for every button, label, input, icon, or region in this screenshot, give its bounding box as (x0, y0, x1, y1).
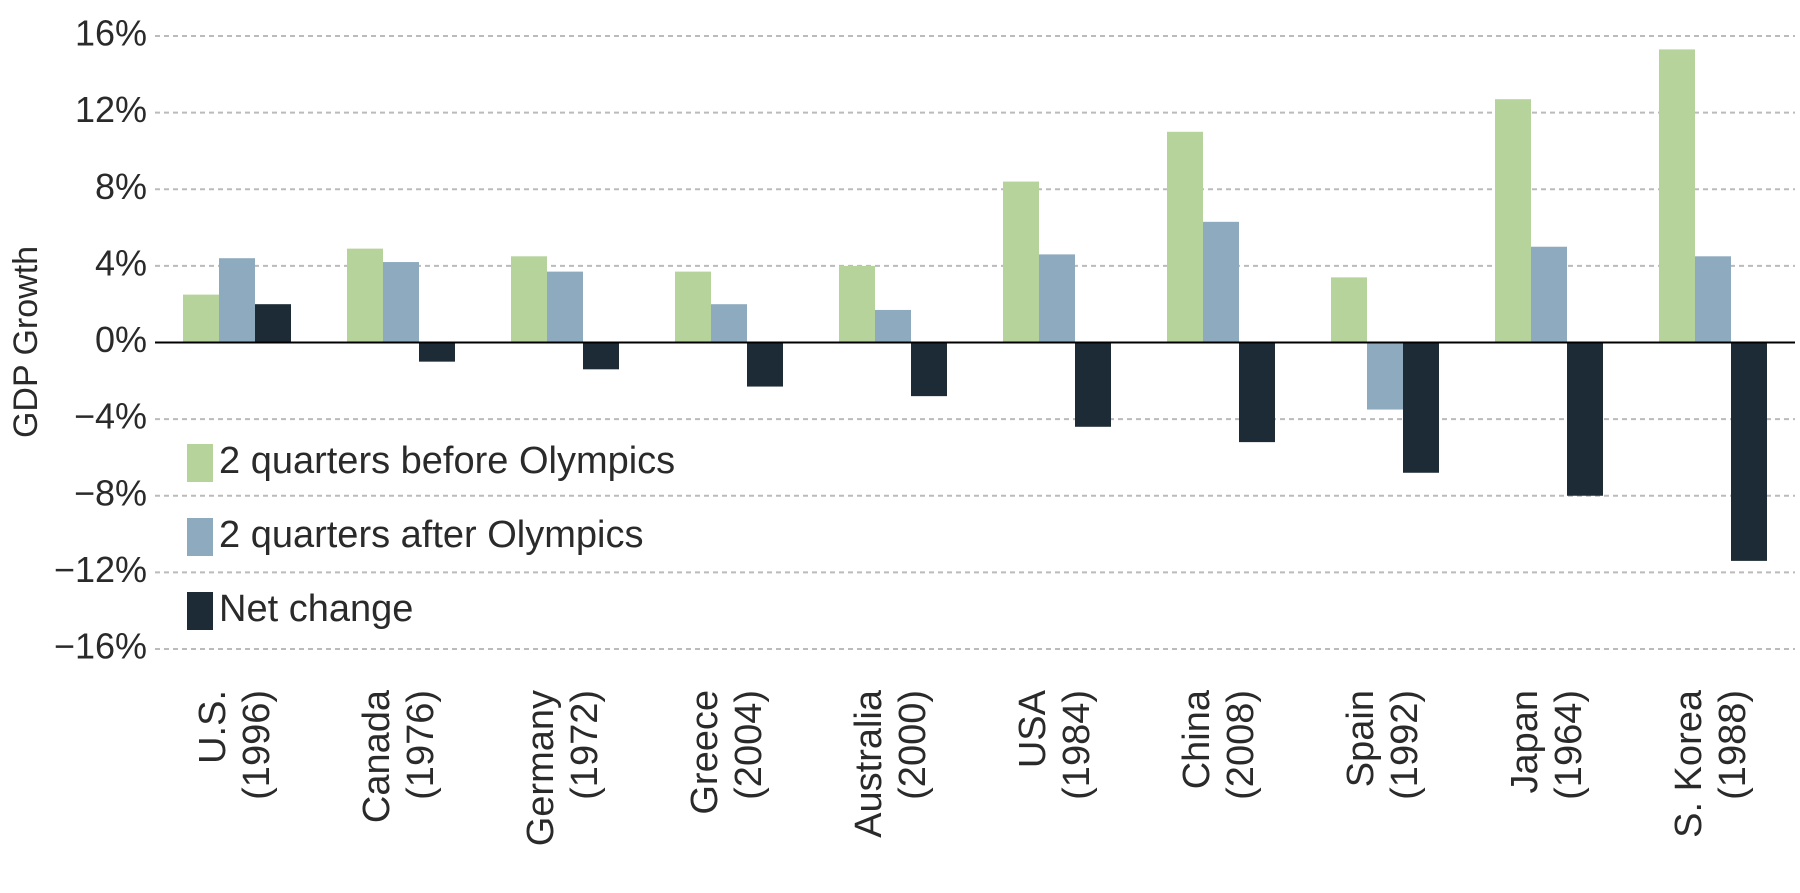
bar (839, 265, 875, 343)
legend-label: 2 quarters before Olympics (219, 440, 675, 482)
bar (583, 342, 619, 370)
bar (183, 294, 219, 343)
bar (875, 309, 911, 343)
bar (1531, 246, 1567, 343)
bar (1239, 342, 1275, 443)
bar (1731, 342, 1767, 561)
bar (511, 256, 547, 343)
bar (1367, 342, 1403, 410)
bar (1075, 342, 1111, 427)
bar (419, 342, 455, 362)
bar (1203, 221, 1239, 343)
x-tick-label: China(2008) (1176, 689, 1262, 800)
y-tick-label: 16% (75, 13, 147, 54)
x-tick-label: U.S.(1996) (192, 690, 278, 800)
legend-label: 2 quarters after Olympics (219, 514, 643, 556)
bar (383, 262, 419, 343)
x-tick-label: Japan(1964) (1504, 690, 1590, 800)
x-tick-label: Canada(1976) (356, 689, 442, 823)
bar (1003, 181, 1039, 343)
x-tick-label: Australia(2000) (848, 689, 934, 838)
bar (255, 304, 291, 343)
bar (1495, 99, 1531, 343)
bar (547, 271, 583, 343)
bar (911, 342, 947, 397)
legend-swatch (187, 518, 213, 556)
bar (1167, 131, 1203, 343)
bar (347, 248, 383, 343)
bar (1567, 342, 1603, 496)
y-tick-label: −12% (54, 549, 147, 590)
bar (747, 342, 783, 387)
bar (219, 258, 255, 343)
x-tick-label: Greece(2004) (684, 690, 770, 815)
y-axis-label: GDP Growth (7, 246, 45, 438)
legend-label: Net change (219, 588, 413, 630)
y-tick-label: 8% (95, 166, 147, 207)
y-tick-label: −4% (74, 396, 147, 437)
bar (1331, 277, 1367, 343)
bar (1659, 49, 1695, 343)
bar (1403, 342, 1439, 473)
y-tick-label: 0% (95, 319, 147, 360)
legend-swatch (187, 444, 213, 482)
y-tick-label: −16% (54, 626, 147, 667)
bar (1695, 256, 1731, 343)
y-tick-label: −8% (74, 472, 147, 513)
x-tick-label: Spain(1992) (1340, 690, 1426, 800)
x-tick-label: S. Korea(1988) (1668, 689, 1754, 838)
x-tick-label: USA(1984) (1012, 689, 1098, 799)
y-tick-label: 12% (75, 89, 147, 130)
bar (675, 271, 711, 343)
bar (1039, 254, 1075, 343)
y-tick-label: 4% (95, 242, 147, 283)
x-tick-label: Germany(1972) (520, 690, 606, 846)
bar (711, 304, 747, 343)
legend-swatch (187, 592, 213, 630)
